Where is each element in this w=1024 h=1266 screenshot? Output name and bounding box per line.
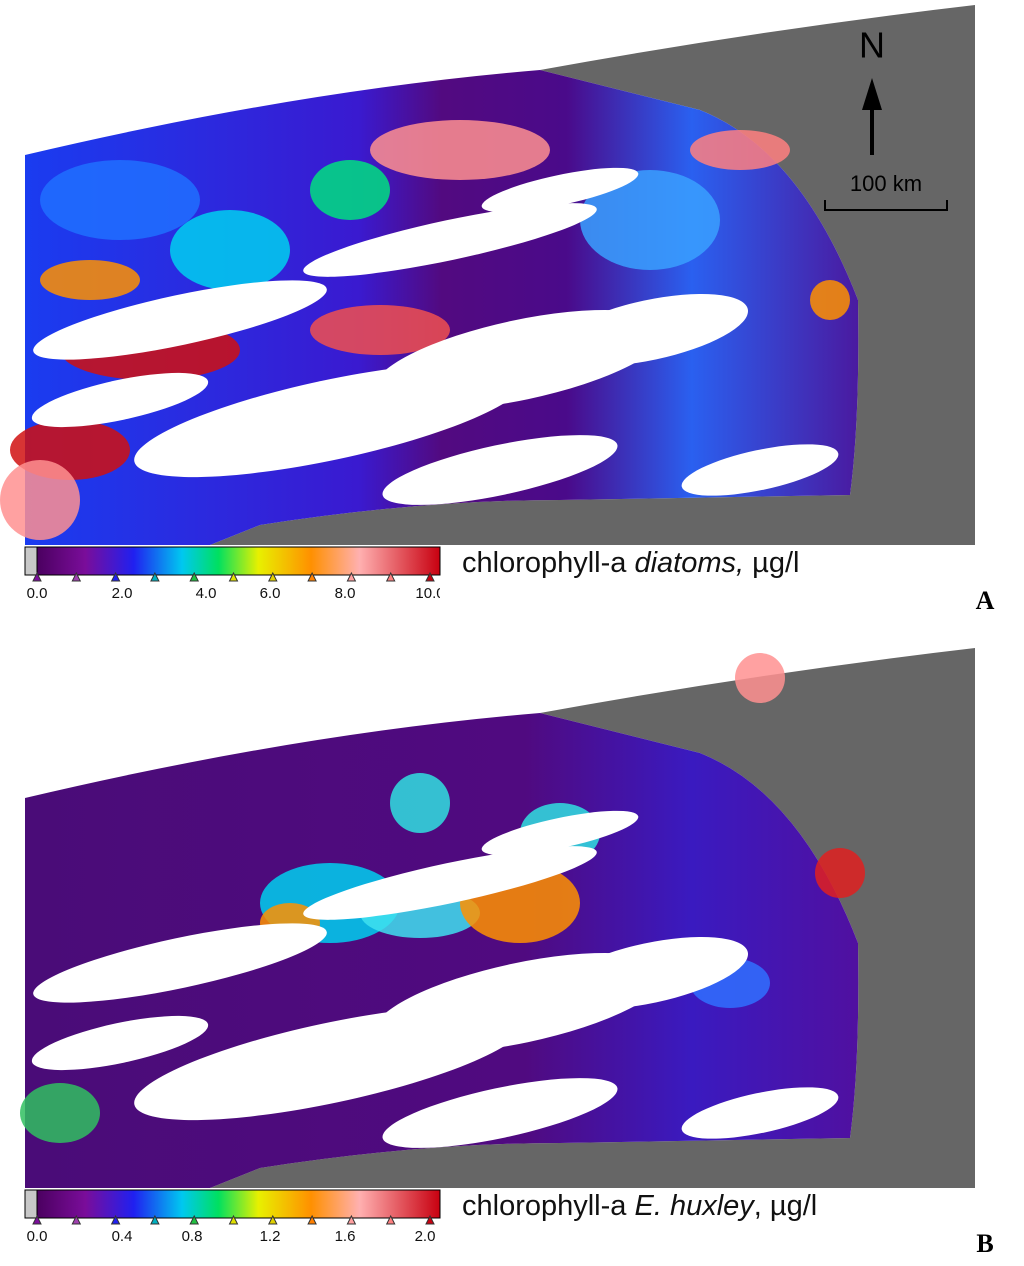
legend-unit: µg/l [744, 547, 799, 579]
colorbar-tick-label: 10.0 [415, 585, 444, 602]
cloud [681, 444, 839, 496]
legend-unit: , µg/l [754, 1190, 817, 1222]
cloud [303, 846, 597, 920]
land [210, 5, 975, 545]
cloud [33, 923, 327, 1003]
cloud [303, 203, 597, 277]
colorbar-marker [267, 571, 278, 582]
sea-patch [390, 773, 450, 833]
panel: 0.0 2.0 4.0 6.0 8.0 10.0 chlorophyll-a diatoms… [0, 5, 995, 615]
legend-title: chlorophyll-a diatoms, µg/l [462, 547, 800, 579]
colorbar-marker [110, 1214, 121, 1225]
cloud [382, 435, 618, 505]
colorbar [36, 1189, 441, 1219]
colorbar-marker [110, 571, 121, 582]
cloud [551, 937, 749, 1009]
colorbar-tick-label: 1.2 [260, 1228, 281, 1245]
colorbar-marker [228, 1214, 239, 1225]
colorbar-marker [425, 1214, 435, 1225]
colorbar-marker [385, 1214, 396, 1225]
cloud [681, 1087, 839, 1139]
colorbar-marker [228, 571, 239, 582]
colorbar-marker [189, 571, 200, 582]
colorbar-marker [385, 571, 396, 582]
colorbar-marker [346, 1214, 357, 1225]
sea-patch [40, 160, 200, 240]
legend-title: chlorophyll-a E. huxley, µg/l [462, 1190, 817, 1222]
colorbar-marker [32, 1214, 42, 1225]
colorbar-tick-label: 4.0 [196, 585, 217, 602]
panel-letter: A [976, 586, 995, 615]
colorbar-marker [307, 571, 317, 582]
colorbar-nodata [24, 1189, 38, 1219]
scale-bar: 100 km [824, 171, 948, 211]
colorbar-marker [189, 1214, 200, 1225]
colorbar-tick-label: 0.4 [112, 1228, 133, 1245]
colorbar-tick-label: 2.0 [112, 585, 133, 602]
sea-patch [20, 1083, 100, 1143]
colorbar-tick-label: 1.6 [335, 1228, 356, 1245]
legend-species: diatoms, [634, 547, 744, 579]
colorbar [36, 546, 441, 576]
colorbar-marker [346, 571, 357, 582]
sea-patch [310, 305, 450, 355]
sea-patch [735, 653, 785, 703]
panel: 0.0 0.4 0.8 1.2 1.6 2.0 chlorophyll-a E. huxle… [20, 648, 994, 1258]
panel-letter: B [976, 1229, 993, 1258]
land [210, 648, 975, 1188]
cloud [481, 810, 639, 856]
scale-label: 100 km [850, 171, 922, 196]
colorbar-tick-label: 0.0 [27, 585, 48, 602]
legend-species: E. huxley [634, 1190, 755, 1222]
cloud [551, 294, 749, 366]
colorbar-marker [267, 1214, 278, 1225]
cloud [33, 280, 327, 360]
sea-patch [810, 280, 850, 320]
cloud [31, 372, 209, 428]
legend-prefix: chlorophyll-a [462, 1190, 634, 1222]
colorbar-marker [150, 571, 160, 582]
north-label: N [859, 25, 885, 66]
colorbar-marker [425, 571, 435, 582]
arrow-head [862, 78, 882, 110]
colorbar-nodata [24, 546, 38, 576]
legend-prefix: chlorophyll-a [462, 547, 634, 579]
sea-patch [370, 120, 550, 180]
colorbar-marker [32, 571, 42, 582]
colorbar-tick-label: 6.0 [260, 585, 281, 602]
north-arrow: N [859, 25, 885, 155]
sea-patch [40, 260, 140, 300]
scale-line [824, 200, 948, 211]
sea-patch [310, 160, 390, 220]
sea-patch [815, 848, 865, 898]
colorbar-marker [150, 1214, 160, 1225]
colorbar-tick-label: 2.0 [415, 1228, 436, 1245]
cloud [481, 167, 639, 213]
colorbar-tick-label: 0.8 [182, 1228, 203, 1245]
colorbar-marker [71, 571, 82, 582]
sea-patch [0, 460, 80, 540]
colorbar-tick-label: 8.0 [335, 585, 356, 602]
colorbar-tick-label: 0.0 [27, 1228, 48, 1245]
cloud [31, 1015, 209, 1071]
sea-patch [690, 130, 790, 170]
colorbar-marker [71, 1214, 82, 1225]
sea-patch [170, 210, 290, 290]
sea-patch [580, 170, 720, 270]
cloud [382, 1078, 618, 1148]
colorbar-marker [307, 1214, 317, 1225]
